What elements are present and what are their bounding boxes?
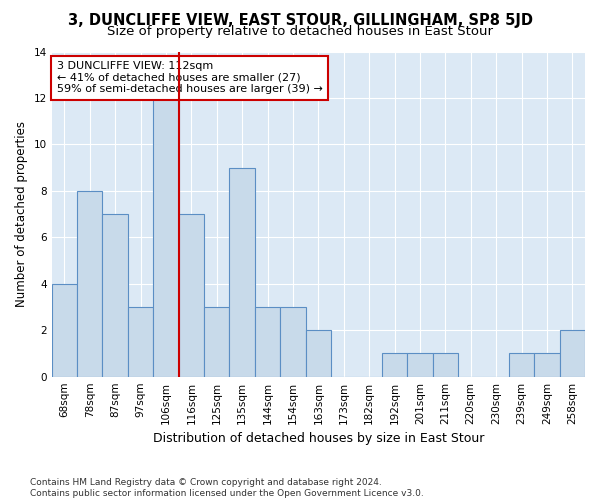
Bar (255, 307, 280, 376)
Bar (407, 354, 433, 376)
Bar (128, 307, 153, 376)
Bar (52, 284, 77, 376)
X-axis label: Distribution of detached houses by size in East Stour: Distribution of detached houses by size … (152, 432, 484, 445)
Bar (560, 330, 585, 376)
Bar (77, 191, 103, 376)
Bar (103, 214, 128, 376)
Bar (280, 307, 305, 376)
Bar (179, 214, 204, 376)
Bar (433, 354, 458, 376)
Bar (153, 98, 179, 376)
Text: Size of property relative to detached houses in East Stour: Size of property relative to detached ho… (107, 25, 493, 38)
Text: 3, DUNCLIFFE VIEW, EAST STOUR, GILLINGHAM, SP8 5JD: 3, DUNCLIFFE VIEW, EAST STOUR, GILLINGHA… (67, 12, 533, 28)
Bar (382, 354, 407, 376)
Bar (229, 168, 255, 376)
Bar (204, 307, 229, 376)
Text: 3 DUNCLIFFE VIEW: 112sqm
← 41% of detached houses are smaller (27)
59% of semi-d: 3 DUNCLIFFE VIEW: 112sqm ← 41% of detach… (57, 62, 323, 94)
Bar (534, 354, 560, 376)
Bar (509, 354, 534, 376)
Text: Contains HM Land Registry data © Crown copyright and database right 2024.
Contai: Contains HM Land Registry data © Crown c… (30, 478, 424, 498)
Y-axis label: Number of detached properties: Number of detached properties (15, 121, 28, 307)
Bar (305, 330, 331, 376)
